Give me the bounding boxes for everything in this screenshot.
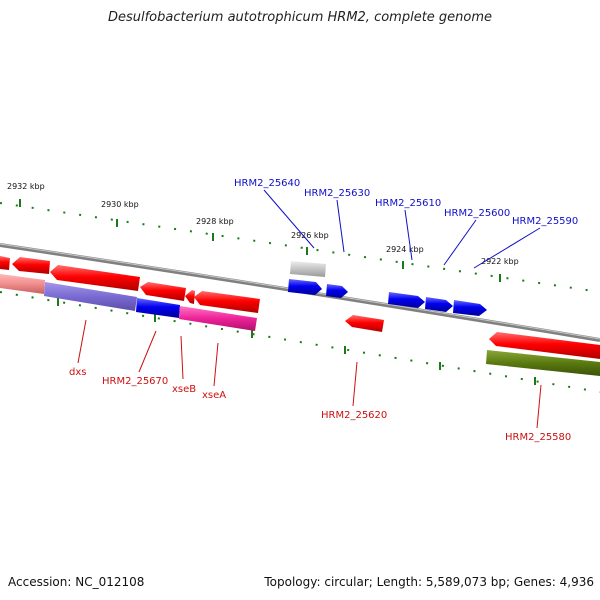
label-hrm2-25590[interactable]: HRM2_25590 — [512, 216, 578, 227]
label-hrm2-25580[interactable]: HRM2_25580 — [505, 432, 571, 443]
gene-hrm2-25670-shade[interactable] — [44, 282, 137, 311]
blue-leader-lines — [263, 189, 541, 269]
tick-label-2924: 2924 kbp — [386, 245, 424, 254]
tick-label-2932: 2932 kbp — [7, 182, 45, 191]
tick-label-2928: 2928 kbp — [196, 217, 234, 226]
label-hrm2-25670[interactable]: HRM2_25670 — [102, 376, 168, 387]
label-xseb[interactable]: xseB — [172, 384, 196, 395]
olive-feature-track — [486, 350, 600, 376]
label-hrm2-25620[interactable]: HRM2_25620 — [321, 410, 387, 421]
label-hrm2-25630[interactable]: HRM2_25630 — [304, 188, 370, 199]
map-title: Desulfobacterium autotrophicum HRM2, com… — [107, 10, 493, 25]
label-hrm2-25610[interactable]: HRM2_25610 — [375, 198, 441, 209]
gene-hrm2-25610[interactable] — [326, 284, 348, 298]
genome-summary-text: Topology: circular; Length: 5,589,073 bp… — [264, 575, 594, 589]
gene-reverse[interactable] — [185, 290, 195, 304]
gene-hrm2-25580[interactable] — [489, 332, 600, 359]
tick-label-2930: 2930 kbp — [101, 200, 139, 209]
gene-reverse[interactable] — [50, 265, 140, 291]
label-hrm2-25640[interactable]: HRM2_25640 — [234, 178, 300, 189]
gene-hrm2-25620[interactable] — [345, 315, 384, 332]
gene-reverse[interactable] — [12, 257, 50, 274]
gene-hrm2-25630[interactable] — [288, 279, 322, 295]
tick-label-2926: 2926 kbp — [291, 231, 329, 240]
label-xsea[interactable]: xseA — [202, 390, 226, 401]
inner-tick-track — [0, 291, 600, 393]
red-leader-lines — [77, 319, 542, 429]
label-dxs[interactable]: dxs — [69, 367, 86, 378]
gene-hrm2-25600b[interactable] — [425, 297, 453, 312]
label-hrm2-25600[interactable]: HRM2_25600 — [444, 208, 510, 219]
tick-label-2922: 2922 kbp — [481, 257, 519, 266]
gene-xse[interactable] — [179, 306, 257, 331]
gene-reverse[interactable] — [0, 256, 10, 270]
outer-tick-track — [0, 199, 600, 293]
gene-dxs[interactable] — [0, 274, 45, 294]
accession-text: Accession: NC_012108 — [8, 575, 145, 589]
gene-hrm2-25600[interactable] — [388, 292, 425, 308]
gene-reverse[interactable] — [140, 282, 186, 301]
gene-reverse[interactable] — [194, 291, 260, 313]
gene-hrm2-25590[interactable] — [453, 300, 487, 316]
gene-hrm2-25670[interactable] — [136, 298, 180, 318]
gene-hrm2-25640[interactable] — [290, 261, 326, 277]
